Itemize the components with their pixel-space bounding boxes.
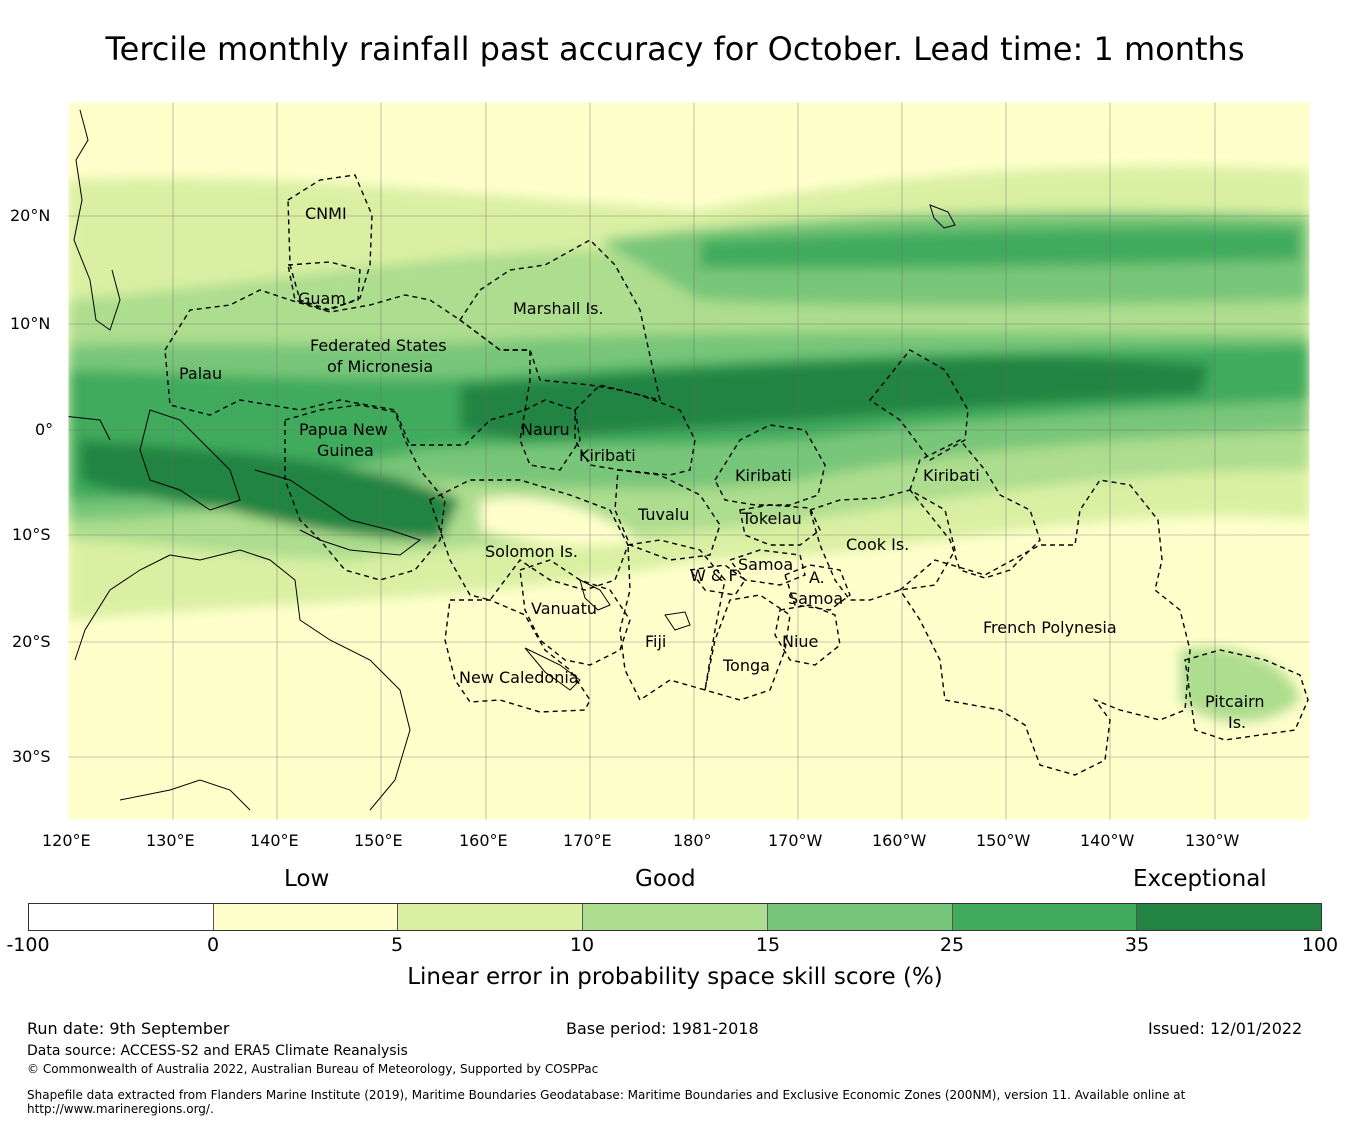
colorbar-tick: 10: [569, 934, 595, 956]
lon-tick-120e: 120°E: [42, 831, 91, 850]
legend-category-exceptional: Exceptional: [1133, 866, 1267, 892]
colorbar-tick: 15: [755, 934, 781, 956]
colorbar-tick: 100: [1301, 934, 1339, 956]
label-kiribati-west: Kiribati: [579, 446, 636, 465]
data-source: Data source: ACCESS-S2 and ERA5 Climate …: [27, 1043, 408, 1059]
label-nauru: Nauru: [521, 420, 570, 439]
label-png-line-2: Guinea: [317, 441, 374, 460]
label-new-caledonia: New Caledonia: [459, 668, 579, 687]
lat-tick-10s: 10°S: [12, 525, 51, 544]
lat-tick-0: 0°: [35, 420, 54, 439]
label-kiribati-east: Kiribati: [923, 466, 980, 485]
colorbar-tick: 5: [390, 934, 404, 956]
colorbar-segment: [398, 904, 584, 930]
label-niue: Niue: [782, 632, 819, 651]
lon-tick-180: 180°: [673, 831, 712, 850]
colorbar-segment: [952, 904, 1138, 930]
skill-field: [68, 102, 1310, 820]
lon-tick-150w: 150°W: [976, 831, 1031, 850]
colorbar-segment: [583, 904, 768, 930]
colorbar-tick: 0: [206, 934, 220, 956]
label-fsm-line-2: of Micronesia: [327, 357, 434, 376]
colorbar-label: Linear error in probability space skill …: [407, 964, 943, 990]
colorbar-tick: 35: [1124, 934, 1150, 956]
lat-tick-10n: 10°N: [10, 314, 51, 333]
skill-map: [67, 101, 1311, 821]
lon-tick-170e: 170°E: [563, 831, 612, 850]
label-fsm-line-1: Federated States: [310, 336, 447, 355]
label-pitcairn-line-2: Is.: [1228, 713, 1247, 732]
legend-category-low: Low: [284, 866, 330, 892]
lat-tick-30s: 30°S: [12, 747, 51, 766]
lon-tick-130e: 130°E: [146, 831, 195, 850]
label-american-samoa-line-1: A.: [809, 568, 825, 587]
label-png-line-1: Papua New: [299, 420, 388, 439]
colorbar-segment: [1137, 904, 1322, 930]
run-date: Run date: 9th September: [27, 1019, 230, 1038]
base-period: Base period: 1981-2018: [566, 1019, 759, 1038]
legend-category-good: Good: [635, 866, 696, 892]
label-cook-islands: Cook Is.: [846, 535, 910, 554]
label-tuvalu: Tuvalu: [638, 505, 690, 524]
lat-tick-20s: 20°S: [12, 632, 51, 651]
label-tokelau: Tokelau: [742, 509, 802, 528]
lat-tick-20n: 20°N: [10, 206, 51, 225]
lon-tick-160w: 160°W: [872, 831, 927, 850]
label-samoa: Samoa: [738, 555, 794, 574]
issued-date: Issued: 12/01/2022: [1148, 1019, 1303, 1038]
colorbar-segment: [213, 904, 399, 930]
label-marshall-islands: Marshall Is.: [513, 299, 604, 318]
label-tonga: Tonga: [723, 656, 770, 675]
colorbar-tick: 25: [939, 934, 965, 956]
lon-tick-140w: 140°W: [1080, 831, 1135, 850]
label-cnmi: CNMI: [305, 204, 347, 223]
label-pitcairn-line-1: Pitcairn: [1205, 692, 1265, 711]
lon-tick-150e: 150°E: [354, 831, 403, 850]
shapefile-credit-line-2: http://www.marineregions.org/.: [27, 1102, 214, 1116]
lon-tick-130w: 130°W: [1185, 831, 1240, 850]
lon-tick-140e: 140°E: [250, 831, 299, 850]
colorbar: [28, 903, 1322, 931]
label-vanuatu: Vanuatu: [531, 599, 598, 618]
shapefile-credit-line-1: Shapefile data extracted from Flanders M…: [27, 1088, 1186, 1102]
label-french-polynesia: French Polynesia: [983, 618, 1117, 637]
label-palau: Palau: [179, 364, 223, 383]
label-solomon-islands: Solomon Is.: [485, 542, 578, 561]
colorbar-segment: [29, 904, 214, 930]
chart-title: Tercile monthly rainfall past accuracy f…: [105, 30, 1245, 68]
colorbar-tick: -100: [6, 934, 50, 956]
label-fiji: Fiji: [645, 632, 667, 651]
colorbar-segment: [767, 904, 953, 930]
lon-tick-170w: 170°W: [768, 831, 823, 850]
label-wallis-futuna: W & F: [690, 566, 738, 585]
label-american-samoa-line-2: Samoa: [788, 589, 844, 608]
label-guam: Guam: [298, 289, 346, 308]
label-kiribati-central: Kiribati: [735, 466, 792, 485]
copyright: © Commonwealth of Australia 2022, Austra…: [27, 1062, 599, 1076]
lon-tick-160e: 160°E: [459, 831, 508, 850]
